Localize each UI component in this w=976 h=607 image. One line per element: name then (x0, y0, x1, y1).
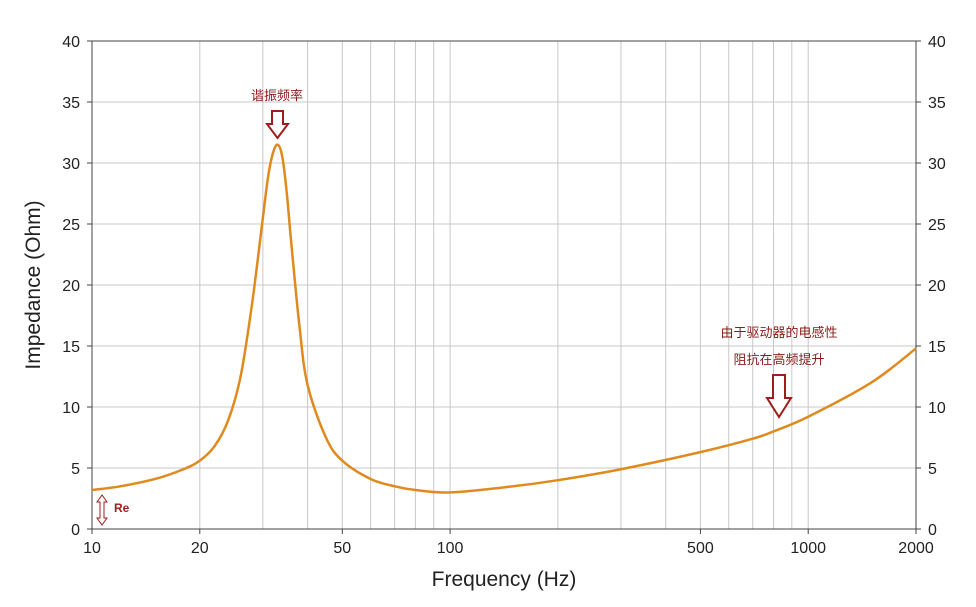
x-tick-label: 20 (191, 540, 209, 557)
grid (92, 41, 916, 529)
y-tick-label-left: 5 (71, 461, 80, 478)
resonance-arrow-icon (265, 110, 290, 140)
y-tick-label-right: 0 (928, 522, 937, 539)
y-tick-label-left: 0 (71, 522, 80, 539)
x-tick-label: 10 (83, 540, 101, 557)
re-double-arrow-icon (96, 494, 108, 526)
re-label: Re (114, 501, 130, 515)
y-tick-label-left: 35 (62, 95, 80, 112)
inductance-label-line2: 阻抗在高频提升 (733, 352, 824, 368)
y-tick-label-right: 15 (928, 339, 946, 356)
y-tick-label-right: 40 (928, 34, 946, 51)
y-tick-label-right: 20 (928, 278, 946, 295)
y-tick-label-right: 30 (928, 156, 946, 173)
y-axis-title: Impedance (Ohm) (22, 200, 45, 369)
y-tick-label-right: 5 (928, 461, 937, 478)
ticks: 0 0 5 5 10 10 15 15 20 20 25 25 30 30 35 35 40 40 10 20 50 10… (62, 34, 946, 557)
y-tick-label-right: 35 (928, 95, 946, 112)
y-tick-label-left: 20 (62, 278, 80, 295)
x-tick-label: 1000 (790, 540, 826, 557)
x-axis-title: Frequency (Hz) (432, 568, 577, 591)
impedance-line (91, 143, 917, 494)
y-tick-label-right: 25 (928, 217, 946, 234)
resonance-label: 谐振频率 (251, 88, 303, 104)
y-tick-label-left: 30 (62, 156, 80, 173)
y-tick-label-left: 10 (62, 400, 80, 417)
x-tick-label: 100 (437, 540, 464, 557)
x-tick-label: 500 (687, 540, 714, 557)
inductance-label-line1: 由于驱动器的电感性 (720, 325, 837, 341)
y-tick-label-left: 15 (62, 339, 80, 356)
x-tick-label: 2000 (898, 540, 934, 557)
x-tick-label: 50 (333, 540, 351, 557)
y-tick-label-left: 40 (62, 34, 80, 51)
y-tick-label-right: 10 (928, 400, 946, 417)
y-tick-label-left: 25 (62, 217, 80, 234)
inductance-arrow-icon (765, 374, 793, 419)
